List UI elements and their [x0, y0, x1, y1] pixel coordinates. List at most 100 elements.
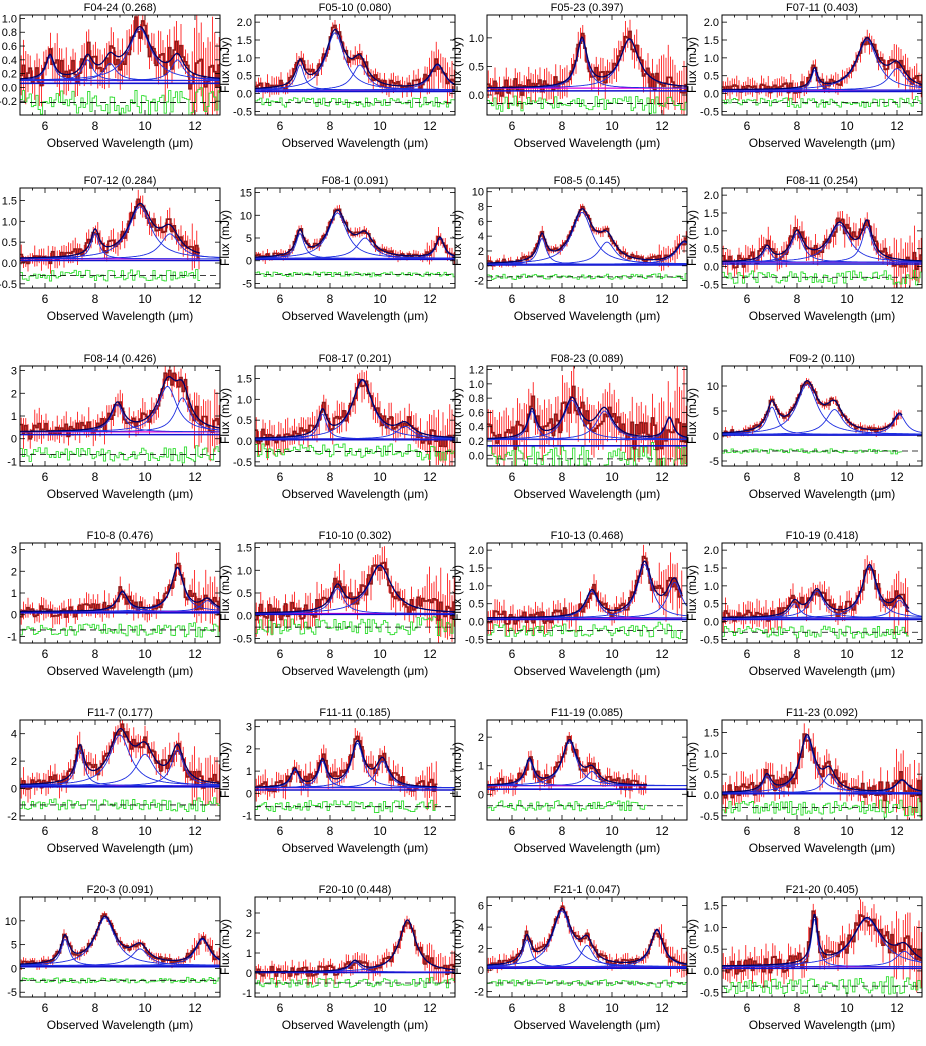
- y-tick-label: 0.4: [2, 55, 17, 67]
- x-tick-label: 10: [605, 119, 619, 133]
- x-tick-label: 10: [373, 1001, 387, 1015]
- x-axis-label: Observed Wavelength (μm): [47, 309, 194, 323]
- residual-line: [255, 976, 455, 989]
- spectrum-panel: F08-5 (0.145) 6 8 10 12 -2 0 2 4 6 8 10 Observed Wav…: [450, 175, 688, 323]
- y-tick-label: 2: [246, 744, 252, 756]
- y-tick-label: -0.2: [0, 96, 17, 108]
- x-tick-label: 12: [890, 824, 904, 838]
- y-tick-label: 1.0: [469, 33, 484, 45]
- x-tick-label: 12: [890, 647, 904, 661]
- x-tick-label: 6: [509, 119, 516, 133]
- x-tick-label: 6: [744, 647, 751, 661]
- component-profile: [722, 68, 922, 91]
- x-tick-label: 10: [373, 647, 387, 661]
- x-tick-label: 8: [794, 1001, 801, 1015]
- y-tick-label: 1.5: [704, 728, 719, 740]
- panel-title: F08-17 (0.201): [319, 353, 392, 365]
- x-tick-label: 8: [559, 824, 566, 838]
- spectrum-panel: F11-23 (0.092) 6 8 10 12 -0.5 0.0 0.5 1.0 1.5 Obse…: [685, 707, 923, 855]
- x-tick-label: 10: [373, 824, 387, 838]
- residual-line: [487, 621, 683, 640]
- y-tick-label: -0.5: [700, 811, 719, 823]
- x-tick-label: 10: [840, 824, 854, 838]
- x-axis-label: Observed Wavelength (μm): [514, 136, 661, 150]
- panel-title: F11-23 (0.092): [786, 707, 858, 719]
- y-tick-label: 6: [478, 216, 484, 228]
- y-tick-label: -5: [7, 987, 17, 999]
- component-profile: [722, 225, 922, 263]
- spectrum-data-line: [20, 198, 201, 265]
- spectrum-panel: F11-7 (0.177) 6 8 10 12 -2 0 2 4 Observed Wavelen…: [7, 707, 221, 855]
- x-tick-label: 12: [188, 292, 202, 306]
- y-tick-label: 2: [11, 756, 17, 768]
- x-tick-label: 6: [277, 119, 284, 133]
- y-tick-label: 0: [478, 789, 484, 801]
- spectrum-data-line: [487, 555, 683, 625]
- total-fit-line: [20, 25, 220, 80]
- plot-area: [722, 211, 922, 288]
- x-tick-label: 6: [277, 1001, 284, 1015]
- y-tick-label: -0.5: [700, 634, 719, 646]
- panel-frame: [721, 187, 923, 289]
- y-tick-label: -5: [242, 278, 252, 290]
- x-tick-label: 6: [277, 292, 284, 306]
- component-profile: [20, 749, 220, 787]
- residual-line: [20, 269, 201, 282]
- y-tick-label: 0.2: [469, 436, 484, 448]
- y-tick-label: -0.5: [700, 106, 719, 118]
- plot-area: [20, 366, 220, 464]
- x-axis-label: Observed Wavelength (μm): [514, 487, 661, 501]
- x-tick-label: 10: [138, 647, 152, 661]
- y-axis-label: Flux (mJy): [218, 565, 232, 621]
- x-tick-label: 8: [92, 1001, 99, 1015]
- spectrum-data-line: [722, 910, 922, 975]
- y-tick-label: 0: [713, 431, 719, 443]
- panel-title: F08-23 (0.089): [551, 353, 624, 365]
- x-tick-label: 8: [794, 119, 801, 133]
- y-tick-label: 4: [11, 729, 17, 741]
- x-tick-label: 12: [655, 292, 669, 306]
- component-profile: [722, 414, 922, 435]
- y-axis-label: Flux (mJy): [450, 742, 464, 798]
- total-fit-line: [20, 915, 220, 965]
- y-tick-label: 0.5: [704, 71, 719, 83]
- y-tick-label: -2: [7, 811, 17, 823]
- x-tick-label: 6: [42, 470, 49, 484]
- x-tick-label: 10: [138, 119, 152, 133]
- x-axis-label: Observed Wavelength (μm): [282, 1018, 429, 1032]
- y-tick-label: 5: [246, 233, 252, 245]
- x-axis-label: Observed Wavelength (μm): [47, 136, 194, 150]
- plot-area: [722, 378, 922, 455]
- x-axis-label: Observed Wavelength (μm): [47, 487, 194, 501]
- x-axis-label: Observed Wavelength (μm): [514, 841, 661, 855]
- x-tick-label: 10: [605, 470, 619, 484]
- y-tick-label: 0: [246, 788, 252, 800]
- plot-area: [487, 366, 687, 466]
- panel-title: F08-11 (0.254): [786, 175, 858, 187]
- x-tick-label: 8: [92, 824, 99, 838]
- spectrum-panel: F05-23 (0.397) 6 8 10 12 0.0 0.5 1.0 Observed Wa…: [450, 2, 688, 150]
- panel-title: F07-11 (0.403): [786, 2, 858, 14]
- x-tick-label: 10: [605, 647, 619, 661]
- y-tick-label: 1: [478, 761, 484, 773]
- y-tick-label: 8: [478, 202, 484, 214]
- y-tick-label: 3: [246, 722, 252, 734]
- residual-line: [20, 797, 220, 812]
- y-tick-label: 2.0: [704, 190, 719, 202]
- x-tick-label: 8: [559, 119, 566, 133]
- y-tick-label: 0: [478, 965, 484, 977]
- y-tick-label: 3: [11, 545, 17, 557]
- y-tick-label: 3: [11, 366, 17, 378]
- total-fit-line: [255, 209, 455, 258]
- x-tick-label: 10: [373, 119, 387, 133]
- x-tick-label: 6: [744, 292, 751, 306]
- y-tick-label: 0.0: [704, 89, 719, 101]
- spectrum-data-line: [255, 561, 455, 622]
- y-tick-label: 2: [478, 246, 484, 258]
- y-tick-label: 1.5: [2, 196, 17, 208]
- y-axis-label: Flux (mJy): [450, 388, 464, 444]
- y-tick-label: 1.5: [704, 901, 719, 913]
- plot-area: [255, 546, 455, 643]
- x-axis-label: Observed Wavelength (μm): [282, 487, 429, 501]
